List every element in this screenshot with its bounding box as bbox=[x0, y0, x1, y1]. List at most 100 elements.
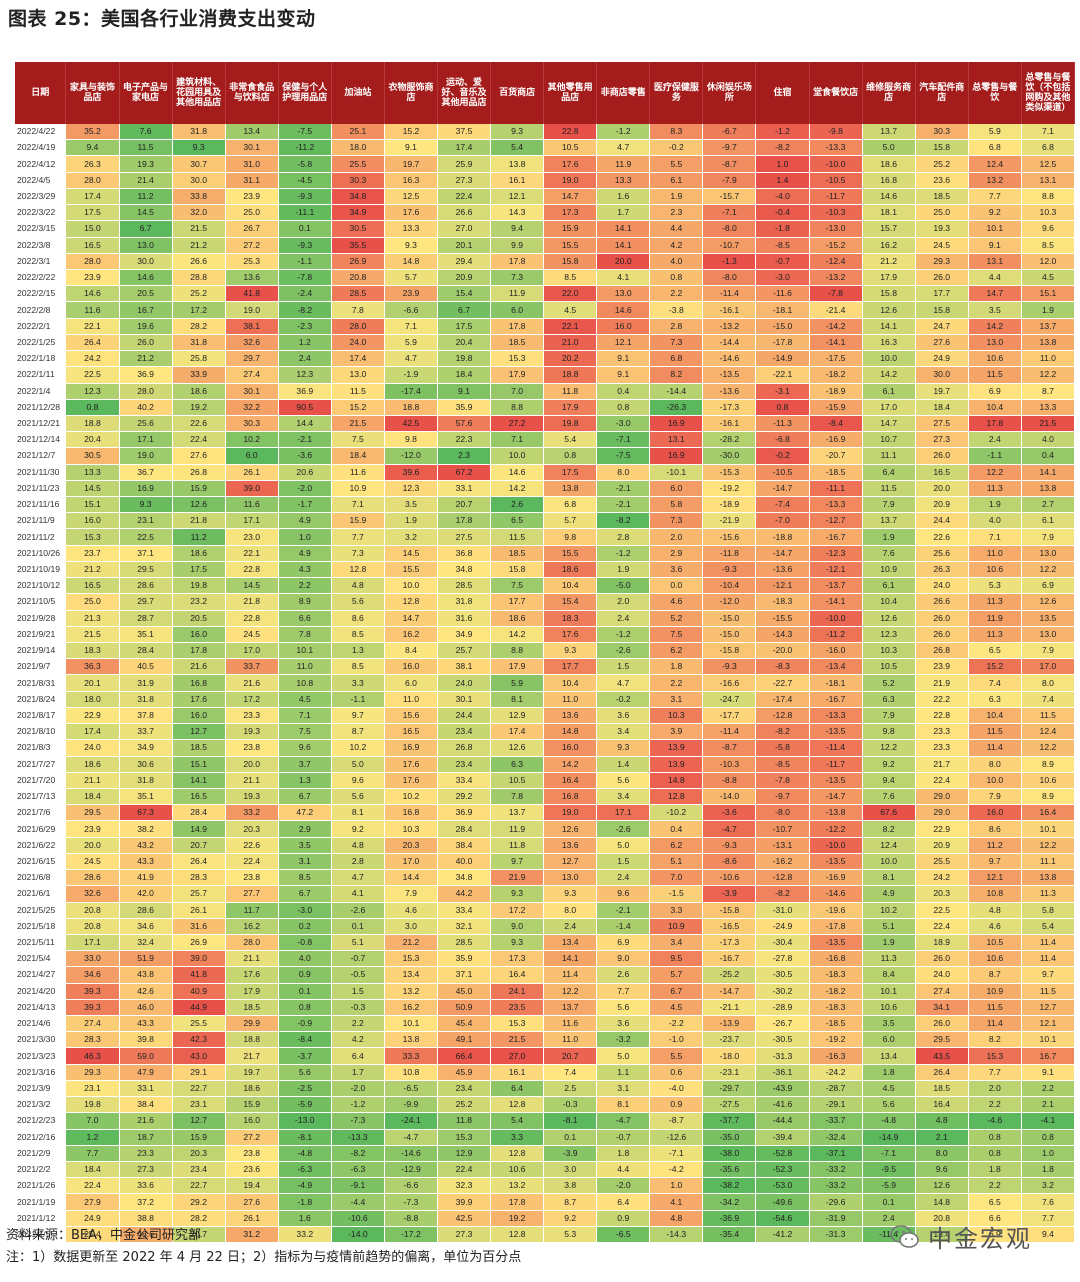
heat-cell: -29.7 bbox=[702, 1080, 757, 1098]
heat-cell: -10.2 bbox=[649, 804, 704, 822]
heat-cell: 10.4 bbox=[968, 707, 1022, 725]
heat-cell: -16.7 bbox=[702, 950, 757, 968]
heat-cell: 14.1 bbox=[172, 772, 226, 789]
heat-cell: 0.8 bbox=[755, 399, 810, 416]
row-date: 2021/9/7 bbox=[15, 658, 67, 676]
heat-cell: -24.2 bbox=[809, 1064, 863, 1081]
heat-cell: 11.3 bbox=[968, 480, 1022, 498]
heat-cell: -1.1 bbox=[968, 447, 1022, 465]
heat-cell: 11.4 bbox=[968, 1015, 1022, 1033]
heat-cell: -13.9 bbox=[702, 1015, 757, 1033]
heat-cell: 13.0 bbox=[968, 334, 1022, 352]
heat-cell: -3.6 bbox=[278, 447, 332, 465]
heat-cell: 10.2 bbox=[862, 902, 916, 919]
row-date: 2021/9/28 bbox=[15, 610, 67, 627]
heat-cell: 14.7 bbox=[968, 285, 1022, 303]
heat-cell: 13.8 bbox=[543, 480, 598, 498]
heat-cell: 24.4 bbox=[915, 512, 969, 530]
row-date: 2021/11/2 bbox=[15, 528, 67, 546]
heat-cell: 1.2 bbox=[278, 334, 332, 352]
heat-cell: 3.3 bbox=[649, 902, 704, 919]
heat-cell: -12.6 bbox=[649, 1129, 704, 1146]
table-row: 2021/12/21 18.8 25.6 22.6 30.3 14.4 21.5 42.5 57… bbox=[15, 415, 1076, 433]
heat-cell: -7.5 bbox=[278, 124, 332, 141]
heat-cell: 16.8 bbox=[384, 804, 438, 822]
heat-cell: -16.8 bbox=[809, 950, 863, 968]
column-header: 休闲娱乐场所 bbox=[702, 62, 757, 124]
heat-cell: 25.2 bbox=[437, 1096, 492, 1114]
table-row: 2021/11/23 14.5 16.9 15.9 39.0 -2.0 10.9 12.3 33… bbox=[15, 480, 1076, 498]
row-date: 2021/2/2 bbox=[15, 1161, 67, 1179]
heat-cell: -12.8 bbox=[755, 707, 810, 725]
heat-cell: 15.9 bbox=[225, 1096, 279, 1114]
heat-cell: 35.9 bbox=[437, 950, 492, 968]
heat-cell: 23.1 bbox=[65, 1080, 120, 1098]
heat-cell: -17.4 bbox=[755, 691, 810, 708]
heat-cell: 19.8 bbox=[65, 1096, 120, 1114]
heat-cell: 2.8 bbox=[596, 528, 651, 546]
heat-cell: 23.0 bbox=[225, 528, 279, 546]
heat-cell: 14.1 bbox=[543, 950, 598, 968]
row-date: 2021/1/19 bbox=[15, 1193, 67, 1211]
heat-cell: 42.5 bbox=[384, 415, 438, 433]
heat-cell: -10.6 bbox=[331, 1210, 385, 1227]
heat-cell: 5.1 bbox=[649, 853, 704, 871]
column-header: 非常食食品与饮料店 bbox=[225, 62, 279, 124]
heat-cell: 10.6 bbox=[490, 1161, 545, 1179]
heat-cell: 15.2 bbox=[968, 658, 1022, 676]
heat-cell: 10.1 bbox=[862, 983, 916, 1000]
heat-cell: 4.1 bbox=[331, 885, 385, 903]
heat-cell: 4.9 bbox=[862, 885, 916, 903]
heat-cell: -11.4 bbox=[702, 723, 757, 741]
heat-cell: -4.4 bbox=[331, 1193, 385, 1211]
heat-cell: 17.0 bbox=[1021, 658, 1076, 676]
heat-cell: 23.4 bbox=[172, 1161, 226, 1179]
heat-cell: 2.2 bbox=[278, 577, 332, 595]
heat-cell: 15.8 bbox=[862, 285, 916, 303]
heat-cell: 8.1 bbox=[862, 869, 916, 887]
heat-cell: -1.2 bbox=[596, 626, 651, 644]
heat-cell: 6.3 bbox=[968, 691, 1022, 708]
row-date: 2021/4/20 bbox=[15, 983, 67, 1000]
heat-cell: -15.8 bbox=[702, 902, 757, 919]
heat-cell: -8.8 bbox=[384, 1210, 438, 1227]
footnote: 注：1）数据更新至 2022 年 4 月 22 日；2）指标为与疫情前趋势的偏离… bbox=[6, 1250, 522, 1265]
heat-cell: -7.3 bbox=[331, 1112, 385, 1130]
heat-cell: 22.5 bbox=[915, 902, 969, 919]
heat-cell: 1.9 bbox=[862, 528, 916, 546]
heat-cell: -1.4 bbox=[596, 918, 651, 935]
heat-cell: 38.1 bbox=[225, 318, 279, 335]
heat-cell: 22.9 bbox=[915, 820, 969, 838]
heat-cell: 8.8 bbox=[490, 642, 545, 660]
heat-cell: -13.2 bbox=[809, 269, 863, 287]
heat-cell: 40.9 bbox=[172, 983, 226, 1000]
heat-cell: -6.3 bbox=[331, 1161, 385, 1179]
heat-cell: -9.3 bbox=[278, 188, 332, 206]
heat-cell: 41.8 bbox=[172, 966, 226, 984]
heat-cell: 15.8 bbox=[915, 139, 969, 157]
heat-cell: 8.8 bbox=[490, 399, 545, 416]
heat-cell: 4.5 bbox=[1021, 269, 1076, 287]
column-header: 衣物服饰商店 bbox=[384, 62, 438, 124]
heat-cell: 3.8 bbox=[543, 1177, 598, 1195]
heat-cell: 27.4 bbox=[225, 366, 279, 384]
table-body: 2022/4/22 35.2 7.6 31.8 13.4 -7.5 25.1 15.2 37.5… bbox=[15, 124, 1076, 1244]
heat-cell: 20.5 bbox=[119, 285, 173, 303]
table-row: 2021/2/23 7.0 21.6 12.7 16.0 -13.0 -7.3 -24.1 11… bbox=[15, 1112, 1076, 1130]
heat-cell: 27.2 bbox=[225, 1129, 279, 1146]
heat-cell: 4.0 bbox=[278, 950, 332, 968]
column-header: 总零售与餐饮（不包括网购及其他类似渠道） bbox=[1021, 62, 1076, 124]
heat-cell: 17.0 bbox=[862, 399, 916, 416]
table-row: 2021/9/28 21.3 28.7 20.5 22.8 6.6 8.6 14.7 31.6 1… bbox=[15, 610, 1076, 627]
heat-cell: 1.9 bbox=[862, 934, 916, 952]
heat-cell: -16.5 bbox=[702, 918, 757, 935]
heat-cell: 26.0 bbox=[915, 610, 969, 627]
heat-cell: -18.3 bbox=[809, 999, 863, 1017]
heat-cell: 42.3 bbox=[172, 1031, 226, 1049]
heat-cell: 37.2 bbox=[119, 1193, 173, 1211]
row-date: 2022/3/1 bbox=[15, 253, 67, 270]
heat-cell: -35.0 bbox=[702, 1129, 757, 1146]
heat-cell: 26.1 bbox=[225, 464, 279, 481]
heat-cell: -13.5 bbox=[702, 366, 757, 384]
heat-cell: 11.5 bbox=[490, 528, 545, 546]
